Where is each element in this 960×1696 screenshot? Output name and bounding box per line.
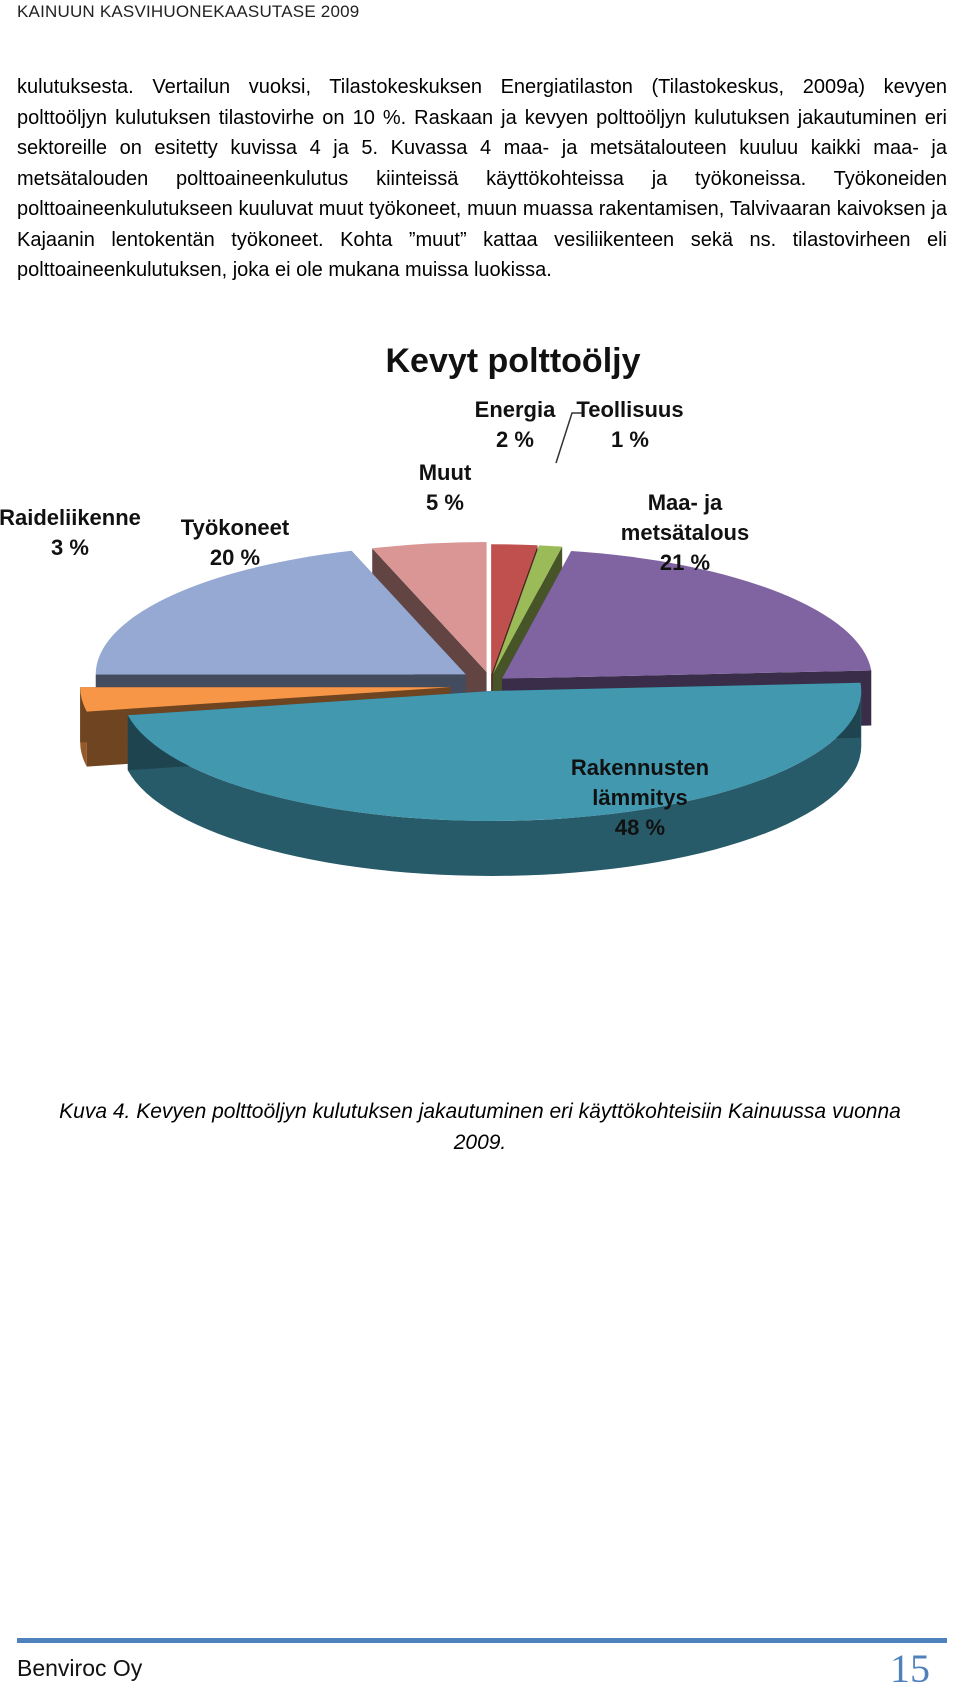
pie-label-name: Maa- ja	[648, 490, 723, 515]
pie-slice-top-5	[80, 687, 451, 712]
pie-label-value: 21 %	[660, 550, 710, 575]
pie-label-6: Työkoneet 20 %	[181, 515, 290, 570]
pie-label-value: 3 %	[51, 535, 89, 560]
pie-label-name: lämmitys	[592, 785, 687, 810]
pie-slice-top-2	[492, 545, 563, 675]
pie-label-name: Energia	[475, 397, 556, 422]
body-paragraph: kulutuksesta. Vertailun vuoksi, Tilastok…	[17, 72, 947, 286]
running-header: KAINUUN KASVIHUONEKAASUTASE 2009	[17, 2, 360, 21]
pie-chart-svg: Kevyt polttoöljy Energia 2 % Teollisuus 1 %…	[0, 345, 872, 876]
pie-label-2: Teollisuus 1 %	[576, 397, 683, 452]
pie-label-7: Muut 5 %	[419, 460, 472, 515]
pie-label-name: Työkoneet	[181, 515, 290, 540]
pie-label-3: Maa- ja metsätalous 21 %	[621, 490, 749, 575]
pie-label-name: Raideliikenne	[0, 505, 141, 530]
pie-label-name: Muut	[419, 460, 472, 485]
figure-caption-text: Kuva 4. Kevyen polttoöljyn kulutuksen ja…	[59, 1100, 901, 1154]
pie-leader-line	[555, 412, 582, 464]
pie-label-value: 20 %	[210, 545, 260, 570]
pie-label-5: Raideliikenne 3 %	[0, 505, 141, 560]
page-number: 15	[890, 1646, 930, 1691]
pie-slice-top-7	[372, 541, 487, 672]
pie-slice-top-1	[491, 544, 538, 675]
footer-company: Benviroc Oy	[17, 1655, 143, 1681]
pie-label-value: 1 %	[611, 427, 649, 452]
pie-label-1: Energia 2 %	[475, 397, 556, 452]
pie-label-value: 5 %	[426, 490, 464, 515]
pie-slices	[80, 541, 872, 876]
pie-label-name: Teollisuus	[576, 397, 683, 422]
pie-label-value: 2 %	[496, 427, 534, 452]
footer-rule	[17, 1638, 947, 1643]
body-paragraph-text: kulutuksesta. Vertailun vuoksi, Tilastok…	[17, 76, 947, 281]
pie-label-name: metsätalous	[621, 520, 749, 545]
chart-title: Kevyt polttoöljy	[385, 345, 640, 380]
pie-slice-top-3	[502, 550, 872, 679]
pie-labels: Energia 2 % Teollisuus 1 % Maa- ja metsätalou…	[0, 397, 749, 840]
figure-caption: Kuva 4. Kevyen polttoöljyn kulutuksen ja…	[0, 1096, 960, 1158]
pie-slice-wall-4	[127, 690, 862, 876]
pie-slice-4	[127, 682, 862, 876]
pie-slice-top-6	[95, 550, 466, 675]
pie-label-name: Rakennusten	[571, 755, 709, 780]
pie-label-value: 48 %	[615, 815, 665, 840]
pie-slice-top-4	[127, 682, 862, 821]
pie-chart: Kevyt polttoöljy Energia 2 % Teollisuus 1 %…	[0, 345, 960, 1045]
pie-label-4: Rakennusten lämmitys 48 %	[571, 755, 709, 840]
